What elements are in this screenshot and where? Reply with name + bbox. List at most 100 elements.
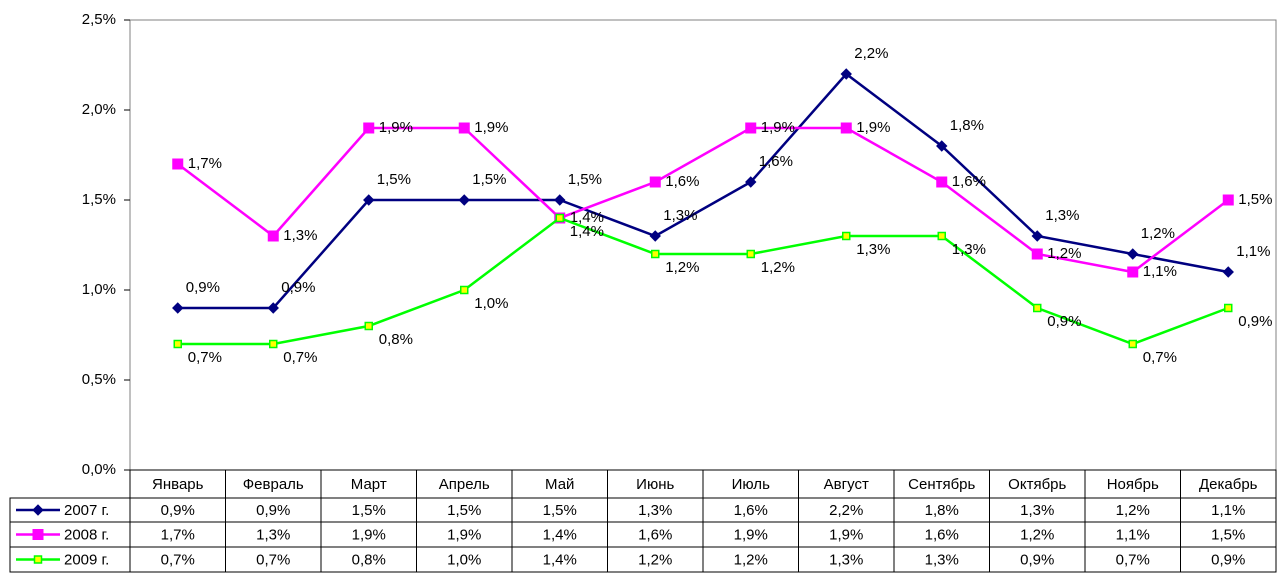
marker	[269, 339, 278, 349]
data-label: 0,8%	[379, 331, 413, 348]
x-tick-label: Июль	[732, 476, 770, 493]
data-label: 0,9%	[1238, 313, 1272, 330]
marker	[745, 122, 757, 134]
plot-frame	[129, 19, 1277, 471]
legend-marker	[33, 555, 43, 564]
data-label: 1,2%	[665, 259, 699, 276]
marker	[363, 194, 375, 206]
table-value: 1,6%	[638, 526, 672, 543]
marker	[651, 249, 660, 259]
legend-label: 2008 г.	[64, 526, 109, 543]
marker	[1033, 303, 1042, 313]
marker	[172, 302, 184, 314]
marker	[555, 213, 564, 223]
marker	[936, 176, 948, 188]
data-label: 1,3%	[952, 241, 986, 258]
marker	[745, 176, 757, 188]
data-label: 1,3%	[663, 207, 697, 224]
table-value: 1,5%	[352, 502, 386, 519]
marker	[460, 285, 469, 295]
table-value: 1,9%	[734, 526, 768, 543]
table-value: 0,9%	[1020, 551, 1054, 568]
data-label: 1,2%	[1141, 225, 1175, 242]
data-label: 1,5%	[1238, 191, 1272, 208]
data-label: 1,1%	[1236, 243, 1270, 260]
table-value: 1,2%	[1020, 526, 1054, 543]
table-value: 1,4%	[543, 526, 577, 543]
marker	[649, 176, 661, 188]
table-value: 1,7%	[161, 526, 195, 543]
table-value: 1,2%	[734, 551, 768, 568]
table-value: 0,9%	[256, 502, 290, 519]
data-label: 1,5%	[377, 171, 411, 188]
y-tick-label: 0,5%	[82, 371, 116, 388]
y-tick-label: 1,5%	[82, 191, 116, 208]
table-value: 1,3%	[638, 502, 672, 519]
table-value: 1,3%	[1020, 502, 1054, 519]
data-label: 1,4%	[570, 209, 604, 226]
data-label: 1,9%	[856, 119, 890, 136]
data-label: 1,3%	[856, 241, 890, 258]
table-value: 1,9%	[352, 526, 386, 543]
marker	[267, 302, 279, 314]
data-label: 1,8%	[950, 117, 984, 134]
data-label: 0,7%	[188, 349, 222, 366]
marker	[173, 339, 182, 349]
data-label: 0,9%	[186, 279, 220, 296]
marker	[842, 231, 851, 241]
data-label: 1,2%	[761, 259, 795, 276]
marker	[267, 230, 279, 242]
marker	[1127, 248, 1139, 260]
data-label: 0,7%	[1143, 349, 1177, 366]
data-label: 1,6%	[952, 173, 986, 190]
table-value: 0,7%	[256, 551, 290, 568]
data-label: 1,6%	[759, 153, 793, 170]
x-tick-label: Декабрь	[1199, 476, 1258, 493]
data-label: 1,6%	[665, 173, 699, 190]
table-value: 1,0%	[447, 551, 481, 568]
table-value: 1,4%	[543, 551, 577, 568]
table-value: 1,3%	[829, 551, 863, 568]
table-value: 1,6%	[925, 526, 959, 543]
marker	[1222, 266, 1234, 278]
data-label: 1,5%	[472, 171, 506, 188]
table-value: 1,2%	[638, 551, 672, 568]
table-value: 1,9%	[447, 526, 481, 543]
data-label: 0,9%	[281, 279, 315, 296]
data-label: 1,9%	[761, 119, 795, 136]
data-label: 1,2%	[1047, 245, 1081, 262]
marker	[458, 194, 470, 206]
table-value: 1,1%	[1211, 502, 1245, 519]
table-value: 1,3%	[925, 551, 959, 568]
table-value: 1,2%	[1116, 502, 1150, 519]
x-tick-label: Май	[545, 476, 574, 493]
y-tick-label: 2,0%	[82, 101, 116, 118]
table-value: 0,7%	[161, 551, 195, 568]
marker	[1031, 248, 1043, 260]
table-value: 1,8%	[925, 502, 959, 519]
legend-label: 2009 г.	[64, 551, 109, 568]
table-value: 0,7%	[1116, 551, 1150, 568]
data-label: 1,3%	[283, 227, 317, 244]
data-label: 1,3%	[1045, 207, 1079, 224]
data-label: 1,5%	[568, 171, 602, 188]
marker	[746, 249, 755, 259]
data-label: 1,1%	[1143, 263, 1177, 280]
marker	[936, 140, 948, 152]
table-value: 1,5%	[543, 502, 577, 519]
table-value: 1,6%	[734, 502, 768, 519]
marker	[937, 231, 946, 241]
marker	[840, 68, 852, 80]
legend-marker	[32, 529, 44, 540]
marker	[172, 158, 184, 170]
series-line	[177, 72, 1229, 310]
marker	[649, 230, 661, 242]
data-label: 2,2%	[854, 45, 888, 62]
legend-label: 2007 г.	[64, 502, 109, 519]
table-value: 0,9%	[1211, 551, 1245, 568]
data-label: 1,9%	[379, 119, 413, 136]
marker	[1224, 303, 1233, 313]
x-tick-label: Ноябрь	[1107, 476, 1159, 493]
marker	[364, 321, 373, 331]
